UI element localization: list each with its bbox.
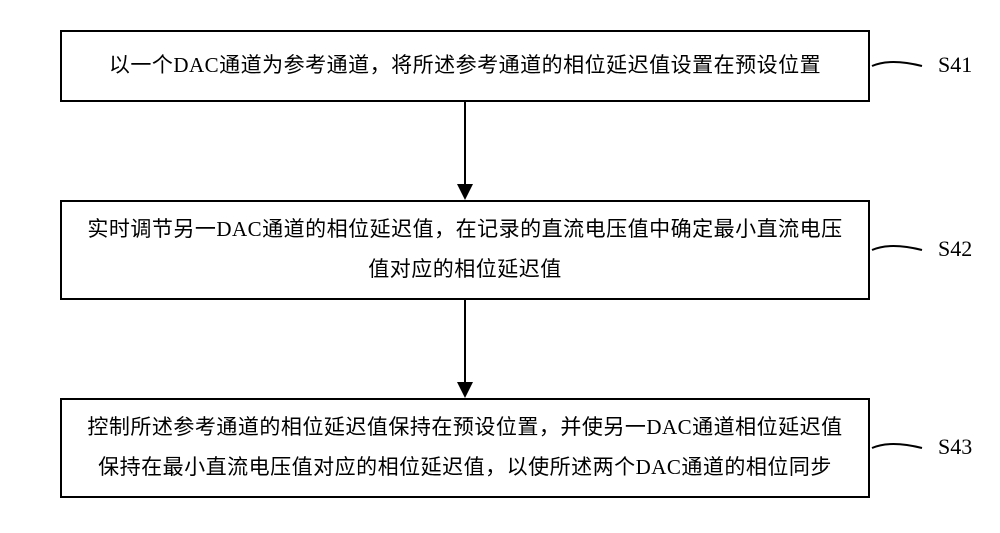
- step-box-s42: 实时调节另一DAC通道的相位延迟值，在记录的直流电压值中确定最小直流电压 值对应…: [60, 200, 870, 300]
- step-text-s42: 实时调节另一DAC通道的相位延迟值，在记录的直流电压值中确定最小直流电压 值对应…: [87, 210, 842, 290]
- step-label-s43: S43: [938, 434, 972, 460]
- arrow-s41-s42: [455, 102, 475, 200]
- step-box-s43: 控制所述参考通道的相位延迟值保持在预设位置，并使另一DAC通道相位延迟值 保持在…: [60, 398, 870, 498]
- leader-line-s41: [870, 56, 930, 76]
- step-label-s42: S42: [938, 236, 972, 262]
- flowchart-canvas: 以一个DAC通道为参考通道，将所述参考通道的相位延迟值设置在预设位置 S41 实…: [0, 0, 1000, 533]
- step-text-s41: 以一个DAC通道为参考通道，将所述参考通道的相位延迟值设置在预设位置: [109, 46, 821, 86]
- step-text-s43: 控制所述参考通道的相位延迟值保持在预设位置，并使另一DAC通道相位延迟值 保持在…: [87, 408, 842, 488]
- step-label-s41: S41: [938, 52, 972, 78]
- step-box-s41: 以一个DAC通道为参考通道，将所述参考通道的相位延迟值设置在预设位置: [60, 30, 870, 102]
- leader-line-s42: [870, 240, 930, 260]
- leader-line-s43: [870, 438, 930, 458]
- arrow-s42-s43: [455, 300, 475, 398]
